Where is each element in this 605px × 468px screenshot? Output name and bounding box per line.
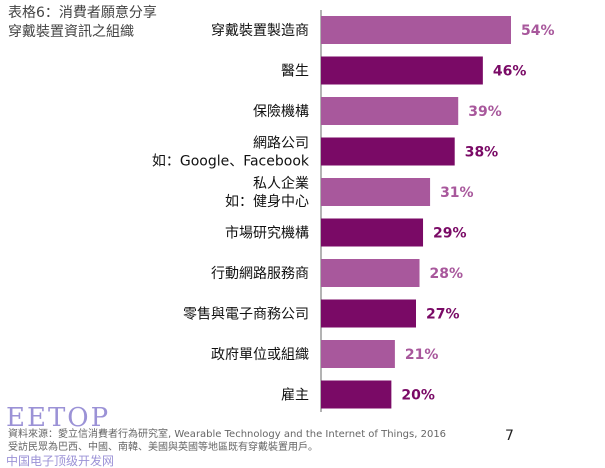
value-label-9: 20% [401,388,435,404]
bar-7 [321,299,416,328]
bar-3 [321,137,455,166]
bar-8 [321,340,395,368]
value-label-2: 39% [468,104,502,120]
category-label-9-0: 雇主 [281,387,309,404]
bar-4 [321,178,431,206]
title-line-2: 穿戴裝置資訊之組織 [8,24,134,40]
category-label-1-0: 醫生 [281,64,309,80]
page-number: 7 [505,428,514,444]
bar-6 [321,259,420,287]
value-label-8: 21% [405,347,439,363]
value-label-4: 31% [440,185,474,201]
logo-text: EETOP [6,403,111,433]
footnote-line-1: 資料來源：愛立信消費者行為研究室, Wearable Technology an… [8,429,447,440]
category-label-3-0: 網路公司 [253,136,309,152]
category-label-2-0: 保險機構 [253,104,309,120]
category-label-5-0: 市場研究機構 [225,225,309,242]
category-label-0-0: 穿戴裝置製造商 [211,23,309,39]
chart-title: 表格6：消費者願意分享 穿戴裝置資訊之組織 [8,4,157,42]
value-label-1: 46% [493,64,527,80]
value-label-5: 29% [433,226,467,242]
source-footnote: 資料來源：愛立信消費者行為研究室, Wearable Technology an… [8,428,568,454]
bar-chart: 54% 穿戴裝置製造商 46% 醫生 39% 保險機構 38% 網路公司如：Google、Fa… [152,10,555,412]
bar-0 [321,16,511,44]
footnote-line-2: 受訪民眾為巴西、中國、南韓、美國與英國等地區既有穿戴裝置用戶。 [8,442,318,453]
eetop-logo-watermark: EETOP 中国电子顶级开发网 [6,404,114,468]
value-label-6: 28% [430,266,464,282]
value-label-3: 38% [465,145,499,161]
category-label-3-1: 如：Google、Facebook [152,154,310,170]
bar-2 [321,97,459,125]
bar-5 [321,218,424,247]
value-label-7: 27% [426,307,460,323]
value-label-0: 54% [521,23,555,39]
logo-subtext: 中国电子顶级开发网 [6,454,115,468]
bar-9 [321,380,392,409]
category-label-4-0: 私人企業 [253,175,309,192]
category-label-6-0: 行動網路服務商 [211,266,309,282]
bar-1 [321,56,483,85]
category-label-8-0: 政府單位或組織 [211,347,309,363]
title-line-1: 表格6：消費者願意分享 [8,5,157,21]
category-label-7-0: 零售與電子商務公司 [183,307,309,323]
category-label-4-1: 如：健身中心 [225,194,309,210]
